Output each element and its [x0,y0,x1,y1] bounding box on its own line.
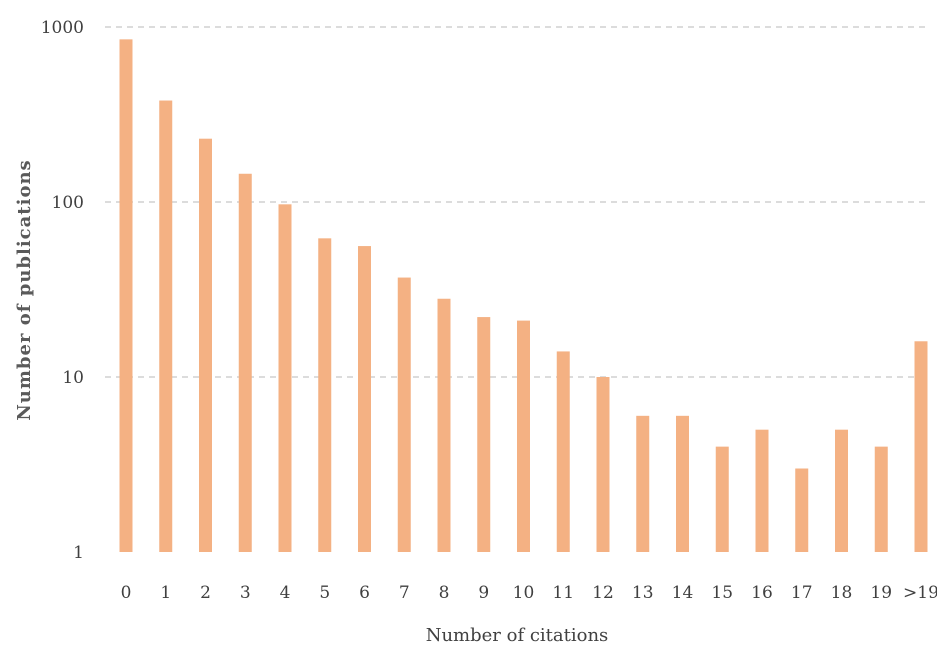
bar [636,415,650,552]
bar [358,246,371,553]
bar [199,138,212,552]
bar [397,277,411,552]
bar [318,238,332,552]
bar [477,317,491,552]
x-tick-label: 10 [513,583,535,603]
bars [119,39,928,553]
bar [795,468,809,552]
bar [238,173,252,552]
x-tick-label: 1 [160,583,171,603]
bar [715,446,729,552]
x-tick-label: 3 [240,583,251,603]
x-tick-label: 16 [751,583,773,603]
x-tick-label: 12 [592,583,614,603]
x-tick-label: 18 [831,583,853,603]
x-tick-label: 8 [439,583,450,603]
x-tick-label: 4 [280,583,291,603]
y-tick-label: 10 [62,368,84,388]
x-tick-label: 11 [552,583,574,603]
x-tick-label: 5 [319,583,330,603]
bar [835,429,848,552]
x-tick-label: 2 [200,583,211,603]
bar [556,351,570,552]
bar [119,39,133,553]
bar [437,298,451,552]
bar [517,320,530,552]
bar [159,100,173,552]
bar [278,204,292,552]
x-tick-label: 17 [791,583,813,603]
bar [596,377,610,552]
x-tick-label: 0 [121,583,132,603]
x-tick-label: 6 [359,583,370,603]
x-tick-label: 14 [672,583,694,603]
bar [874,446,888,552]
x-tick-label: 13 [632,583,654,603]
y-tick-labels: 1 10 100 1000 [41,18,84,563]
y-axis-title: Number of publications [14,159,35,420]
y-tick-label: 1 [73,543,84,563]
y-tick-label: 1000 [41,18,84,38]
x-axis-title: Number of citations [426,625,609,646]
x-tick-labels: 0 1 2 3 4 5 6 7 8 9 10 11 12 13 14 15 16 17 18 19 >19 [121,583,937,603]
bar [914,341,928,552]
x-tick-label: 19 [870,583,892,603]
x-tick-label: 15 [711,583,733,603]
bar [755,429,769,552]
x-tick-label: >19 [903,583,937,603]
x-tick-label: 9 [478,583,489,603]
bar [676,415,689,552]
y-tick-label: 100 [52,193,84,213]
x-tick-label: 7 [399,583,410,603]
